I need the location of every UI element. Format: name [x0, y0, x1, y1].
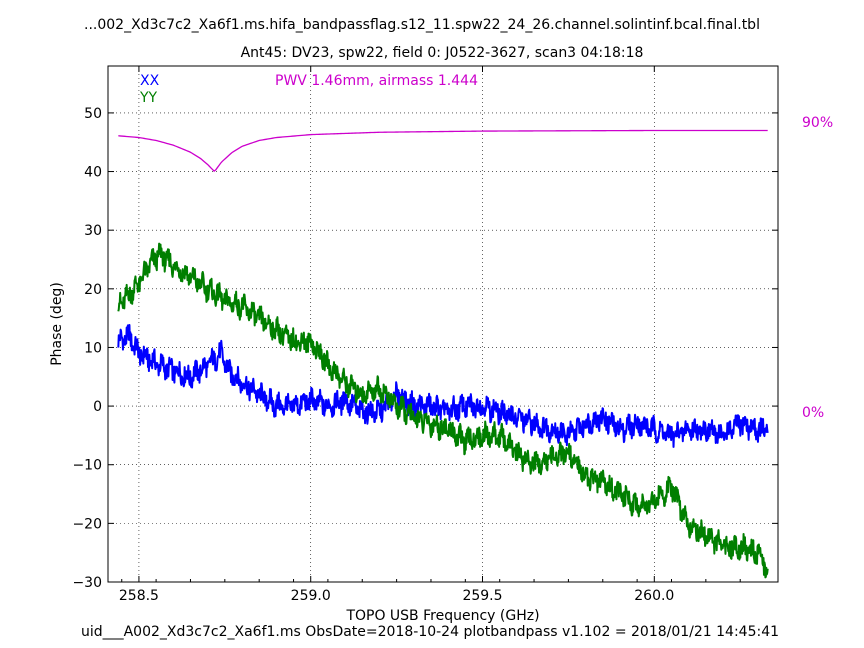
- y-tick-label: 50: [84, 106, 102, 122]
- atmosphere-transmission-line: [118, 129, 768, 172]
- right-axis-label-90: 90%: [802, 115, 833, 131]
- x-axis-label: TOPO USB Frequency (GHz): [345, 608, 539, 624]
- x-tick-label: 259.5: [462, 588, 502, 604]
- x-tick-label: 260.0: [634, 588, 674, 604]
- y-tick-label: 0: [93, 399, 102, 415]
- axis-ticks: 258.5 259.0 259.5 260.0 −30 −20 −10 0 10 20 30 40 50: [72, 66, 778, 604]
- y-tick-label: 10: [84, 340, 102, 356]
- chart-subtitle: Ant45: DV23, spw22, field 0: J0522-3627,…: [241, 45, 644, 61]
- legend-entry-xx: XX: [140, 73, 160, 89]
- y-tick-label: −30: [72, 575, 102, 591]
- right-axis-label-0: 0%: [802, 405, 824, 421]
- legend-entry-yy: YY: [139, 90, 158, 106]
- x-tick-label: 259.0: [291, 588, 331, 604]
- y-tick-label: −10: [72, 458, 102, 474]
- grid-lines: [108, 66, 778, 583]
- footer-text: uid___A002_Xd3c7c2_Xa6f1.ms ObsDate=2018…: [81, 624, 779, 640]
- y-axis-label: Phase (deg): [49, 282, 65, 366]
- series-line-xx: [117, 323, 769, 448]
- chart-title: ...002_Xd3c7c2_Xa6f1.ms.hifa_bandpassfla…: [84, 17, 760, 33]
- x-tick-label: 258.5: [119, 588, 159, 604]
- series-lines: [117, 129, 769, 579]
- y-tick-label: 20: [84, 282, 102, 298]
- y-tick-label: 30: [84, 223, 102, 239]
- y-tick-label: 40: [84, 165, 102, 181]
- y-tick-label: −20: [72, 516, 102, 532]
- atmosphere-label: PWV 1.46mm, airmass 1.444: [275, 73, 478, 89]
- series-line-yy: [117, 242, 769, 579]
- plot-frame: [107, 65, 779, 583]
